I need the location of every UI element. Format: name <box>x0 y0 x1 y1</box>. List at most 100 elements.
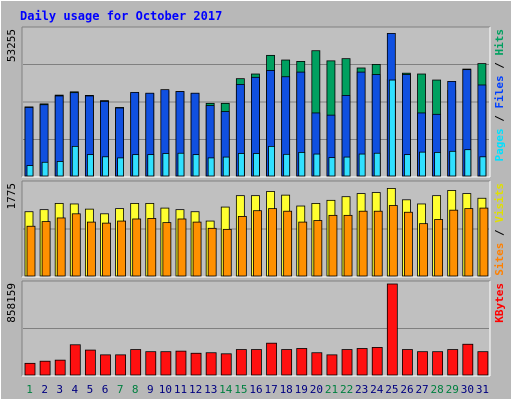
x-tick-label: 22 <box>340 383 353 396</box>
sites-bar <box>237 215 247 277</box>
sites-bar <box>464 208 474 277</box>
x-tick-label: 1 <box>26 383 33 396</box>
pages-bar <box>479 156 487 177</box>
sites-bar <box>253 210 262 277</box>
pages-bar <box>41 161 49 177</box>
kbytes-bar <box>296 348 308 376</box>
pages-bar <box>177 152 185 177</box>
pages-bar <box>237 153 245 177</box>
pages-bar <box>162 153 170 177</box>
x-tick-label: 24 <box>370 383 384 396</box>
kbytes-bar <box>311 352 323 376</box>
sites-bar <box>343 214 353 277</box>
pages-bar <box>298 152 306 177</box>
kbytes-bar <box>386 283 398 376</box>
series-legend-label: Sites / Visits <box>493 183 506 276</box>
kbytes-bar <box>190 352 202 376</box>
sites-bar <box>177 218 187 277</box>
pages-bar <box>404 154 411 177</box>
x-tick-label: 27 <box>415 383 428 396</box>
kbytes-bar <box>356 348 368 376</box>
kbytes-bar <box>130 349 142 376</box>
sites-bar <box>449 209 459 277</box>
legend-part: KBytes <box>493 283 506 323</box>
x-tick-label: 11 <box>174 383 187 396</box>
sites-bar <box>328 214 338 277</box>
x-tick-label: 17 <box>264 383 277 396</box>
pages-bar <box>71 145 79 177</box>
kbytes-bar <box>432 351 444 376</box>
kbytes-bar <box>175 350 187 376</box>
sites-bar <box>404 211 413 277</box>
pages-bar <box>102 156 109 177</box>
x-axis-day-labels: 1 2 3 4 5 6 7 8 9 10 11 12 13 14 15 16 17 18 19 20 21 22 23 24 2… <box>26 383 489 396</box>
pages-bar <box>56 161 64 177</box>
sites-bar <box>283 210 293 277</box>
kbytes-bar <box>251 349 262 376</box>
kbytes-bar <box>402 349 413 376</box>
pages-bar <box>132 154 140 177</box>
pages-bar <box>388 79 396 177</box>
sites-bar <box>419 223 428 277</box>
visits-sites-panel: 1775 Sites / Visits <box>5 180 506 278</box>
sites-bar <box>117 220 126 277</box>
sites-bar <box>358 210 368 277</box>
x-tick-label: 12 <box>189 383 202 396</box>
x-tick-label: 6 <box>102 383 109 396</box>
kbytes-bar <box>371 347 383 376</box>
pages-bar <box>343 156 351 177</box>
legend-part: Files <box>493 75 506 108</box>
legend-part: Pages <box>493 128 506 161</box>
pages-bar <box>222 156 230 177</box>
sites-bar <box>313 220 323 277</box>
sites-bar <box>102 222 111 277</box>
kbytes-bar <box>69 344 81 376</box>
pages-bar <box>419 151 426 177</box>
sites-bar <box>147 218 157 277</box>
kbytes-bar <box>447 349 459 376</box>
kbytes-bar <box>160 351 172 376</box>
kbytes-bar <box>100 354 111 376</box>
kbytes-bar <box>281 349 293 376</box>
x-tick-label: 29 <box>446 383 459 396</box>
legend-part: Sites <box>493 243 506 276</box>
ymax-label: 858159 <box>5 283 18 323</box>
series-legend-label: Pages / Files / Hits <box>493 29 506 162</box>
kbytes-bar <box>220 353 232 376</box>
sites-bar <box>434 219 444 277</box>
pages-bar <box>253 153 260 177</box>
pages-bar <box>373 152 381 177</box>
kbytes-bar <box>341 349 353 376</box>
ymax-label: 53255 <box>5 29 18 62</box>
kbytes-bar <box>24 362 36 376</box>
legend-separator: / <box>493 56 506 76</box>
pages-bar <box>358 153 366 177</box>
sites-bar <box>222 228 232 277</box>
kbytes-bar <box>477 351 489 376</box>
sites-bar <box>268 208 277 277</box>
chart-title: Daily usage for October 2017 <box>20 9 222 23</box>
x-tick-label: 20 <box>310 383 323 396</box>
pages-bar <box>328 157 336 177</box>
x-tick-label: 21 <box>325 383 338 396</box>
x-tick-label: 16 <box>249 383 262 396</box>
x-tick-label: 30 <box>461 383 474 396</box>
kbytes-bar <box>115 354 126 376</box>
sites-bar <box>298 221 308 277</box>
pages-bar <box>86 154 94 177</box>
kbytes-bar <box>39 360 51 376</box>
x-tick-label: 31 <box>476 383 489 396</box>
kbytes-bar <box>417 351 428 376</box>
pages-bar <box>434 152 442 177</box>
sites-bar <box>41 221 51 277</box>
sites-bar <box>56 217 66 277</box>
sites-bar <box>373 210 383 277</box>
x-tick-label: 18 <box>280 383 293 396</box>
sites-bar <box>132 218 142 277</box>
x-tick-label: 14 <box>219 383 233 396</box>
pages-bar <box>26 165 34 177</box>
pages-bar <box>192 154 200 177</box>
x-tick-label: 25 <box>385 383 398 396</box>
pages-bar <box>464 149 472 177</box>
